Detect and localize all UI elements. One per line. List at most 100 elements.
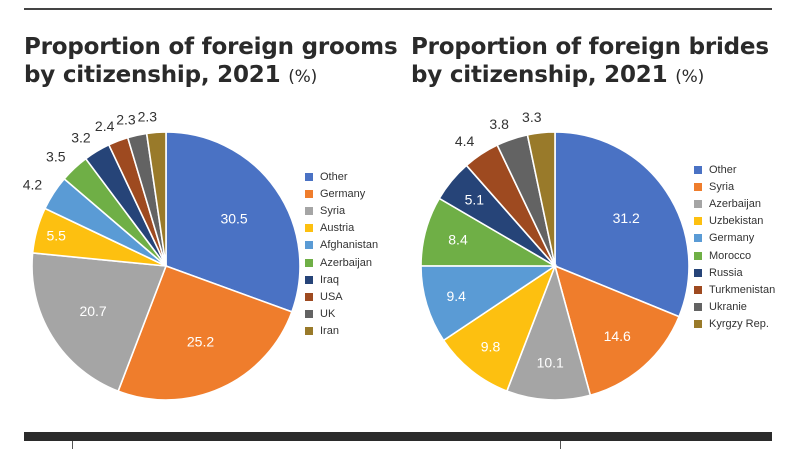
grooms-chart-title: Proportion of foreign grooms by citizens…	[24, 33, 398, 91]
brides-chart-title: Proportion of foreign brides by citizens…	[411, 33, 769, 91]
pie-data-label: 10.1	[537, 354, 564, 370]
legend-label: Germany	[320, 187, 366, 200]
legend-label: Austria	[320, 222, 355, 235]
legend-item: Germany	[694, 230, 775, 247]
legend-swatch	[694, 165, 702, 174]
brides-title-line-2-text: by citizenship, 2021	[411, 62, 668, 88]
grooms-title-line-2-text: by citizenship, 2021	[24, 62, 281, 88]
legend-swatch	[305, 327, 313, 336]
pie-data-label: 5.5	[46, 228, 66, 244]
legend-label: Syria	[709, 180, 735, 193]
pie-slice-kyrgzy-rep-	[526, 131, 556, 267]
legend-label: UK	[320, 308, 336, 321]
legend-swatch	[694, 268, 702, 277]
legend-swatch	[694, 303, 702, 312]
grooms-title-unit: (%)	[288, 67, 318, 87]
legend-item: Other	[305, 168, 378, 185]
brides-pie-chart: 31.2 14.6 10.1 9.8 9.4 8.4 5.1 4.4 3.8 3.3	[420, 109, 690, 401]
bottom-tick-mark	[560, 441, 561, 449]
pie-data-label: 31.2	[613, 210, 640, 226]
pie-data-label: 9.4	[446, 288, 466, 304]
legend-label: Azerbaijan	[320, 256, 372, 269]
legend-label: Iraq	[320, 273, 339, 286]
legend-item: UK	[305, 306, 378, 323]
grooms-chart-panel: Proportion of foreign grooms by citizens…	[23, 33, 398, 401]
legend-item: Other	[694, 161, 775, 178]
pie-data-label: 25.2	[187, 334, 214, 350]
legend-label: Germany	[709, 232, 755, 245]
legend-item: Azerbaijan	[694, 195, 775, 212]
pie-data-label: 8.4	[448, 232, 468, 248]
pie-data-label: 3.2	[71, 130, 91, 146]
pie-data-label: 3.8	[489, 116, 509, 132]
legend-label: Russia	[709, 266, 743, 279]
legend-item: Ukranie	[694, 299, 775, 316]
legend-swatch	[305, 241, 313, 250]
legend-label: Uzbekistan	[709, 215, 764, 228]
legend-item: Iran	[305, 323, 378, 340]
bottom-tick-mark	[72, 441, 73, 449]
pie-data-label: 2.4	[95, 118, 115, 134]
legend-swatch	[694, 199, 702, 208]
pie-slice-uzbekistan	[442, 263, 557, 393]
pie-data-label: 2.3	[138, 108, 158, 124]
pie-data-label: 2.3	[116, 112, 136, 128]
legend-label: USA	[320, 290, 343, 303]
legend-swatch	[694, 285, 702, 294]
pie-data-label: 30.5	[220, 210, 247, 226]
pie-data-label: 4.2	[23, 176, 43, 192]
legend-item: Iraq	[305, 271, 378, 288]
legend-swatch	[694, 320, 702, 329]
brides-chart-panel: Proportion of foreign brides by citizens…	[399, 0, 798, 451]
legend-swatch	[305, 189, 313, 198]
pie-data-label: 20.7	[79, 303, 106, 319]
legend-label: Morocco	[709, 249, 752, 262]
legend-swatch	[305, 258, 313, 267]
grooms-title-line-2: by citizenship, 2021 (%)	[24, 61, 397, 91]
legend-swatch	[305, 292, 313, 301]
legend-swatch	[305, 275, 313, 284]
pie-data-label: 9.8	[481, 339, 501, 355]
grooms-legend: Other Germany Syria Austria Afghanistan Azerb…	[305, 168, 378, 340]
pie-slice-iran	[145, 131, 167, 267]
legend-item: Kyrgzy Rep.	[694, 316, 775, 333]
bottom-rule	[24, 432, 772, 441]
legend-swatch	[694, 182, 702, 191]
pie-data-label: 3.5	[46, 149, 66, 165]
legend-label: Azerbaijan	[709, 197, 761, 210]
grooms-pie-chart: 30.525.220.75.54.23.53.22.4 2.3 2.3	[23, 108, 301, 401]
legend-label: Kyrgzy Rep.	[709, 318, 769, 331]
brides-title-line-2: by citizenship, 2021 (%)	[411, 61, 769, 91]
legend-item: Syria	[694, 178, 775, 195]
top-rule	[24, 8, 772, 10]
legend-item: Turkmenistan	[694, 281, 775, 298]
legend-swatch	[305, 172, 313, 181]
legend-swatch	[694, 234, 702, 243]
legend-item: Azerbaijan	[305, 254, 378, 271]
pie-slice-syria	[31, 252, 168, 393]
grooms-title-line-1: Proportion of foreign grooms	[24, 34, 398, 60]
pie-data-label: 3.3	[522, 109, 542, 125]
legend-item: USA	[305, 288, 378, 305]
legend-label: Afghanistan	[320, 239, 379, 252]
legend-label: Ukranie	[709, 301, 747, 314]
pie-slice-syria	[553, 264, 681, 397]
pie-data-label: 14.6	[604, 328, 631, 344]
legend-item: Morocco	[694, 247, 775, 264]
legend-swatch	[305, 310, 313, 319]
brides-legend: Other Syria Azerbaijan Uzbekistan Germany Mor…	[694, 161, 775, 333]
brides-title-line-1: Proportion of foreign brides	[411, 34, 769, 60]
pie-data-label: 4.4	[455, 133, 475, 149]
legend-item: Uzbekistan	[694, 213, 775, 230]
legend-swatch	[694, 217, 702, 226]
pie-slice-germany	[420, 264, 558, 342]
legend-item: Austria	[305, 220, 378, 237]
legend-item: Syria	[305, 202, 378, 219]
pie-slice-other	[165, 131, 301, 313]
legend-item: Russia	[694, 264, 775, 281]
legend-swatch	[305, 224, 313, 233]
pie-slice-germany	[117, 264, 293, 401]
legend-item: Afghanistan	[305, 237, 378, 254]
legend-swatch	[305, 206, 313, 215]
pie-data-label: 5.1	[465, 192, 485, 208]
